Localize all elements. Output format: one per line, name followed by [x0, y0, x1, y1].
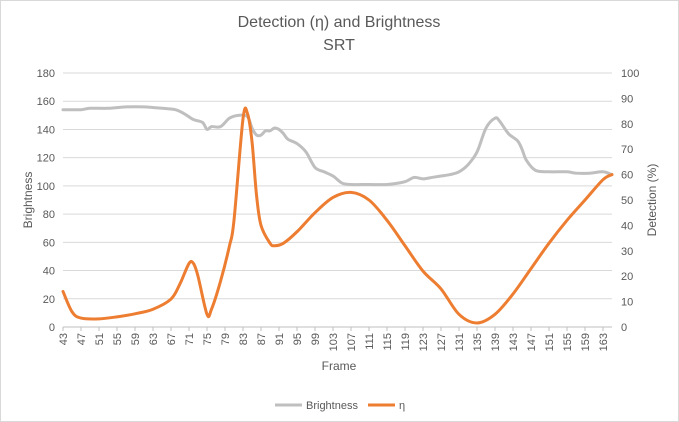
x-tick-label: 87	[256, 333, 268, 345]
y-right-tick-label: 90	[621, 93, 633, 105]
x-tick-label: 163	[598, 333, 610, 351]
legend-label-eta: η	[399, 400, 405, 412]
x-tick-label: 127	[436, 333, 448, 351]
x-tick-label: 75	[202, 333, 214, 345]
y-right-tick-label: 70	[621, 144, 633, 156]
y-left-tick-label: 100	[37, 181, 55, 193]
y-left-axis-title: Brightness	[21, 172, 35, 229]
y-right-tick-label: 100	[621, 68, 639, 80]
y-right-axis-title: Detection (%)	[645, 164, 659, 237]
y-right-tick-label: 10	[621, 297, 633, 309]
y-left-tick-label: 180	[37, 68, 55, 80]
y-right-tick-label: 30	[621, 246, 633, 258]
x-tick-label: 115	[382, 333, 394, 351]
x-tick-label: 79	[220, 333, 232, 345]
chart-subtitle: SRT	[323, 37, 355, 54]
x-tick-label: 99	[310, 333, 322, 345]
x-tick-label: 95	[292, 333, 304, 345]
x-tick-label: 107	[346, 333, 358, 351]
y-left-tick-label: 60	[43, 237, 55, 249]
y-left-tick-label: 160	[37, 96, 55, 108]
x-tick-label: 91	[274, 333, 286, 345]
x-tick-label: 119	[400, 333, 412, 351]
y-right-tick-label: 50	[621, 195, 633, 207]
x-tick-label: 55	[112, 333, 124, 345]
y-left-tick-labels: 0 20 40 60 80 100 120 140 160 180	[37, 68, 55, 334]
legend: Brightness η	[275, 400, 405, 412]
x-tick-label: 111	[364, 333, 376, 350]
x-tick-label: 47	[76, 333, 88, 345]
y-right-tick-label: 20	[621, 271, 633, 283]
x-tick-label: 155	[562, 333, 574, 351]
x-tick-label: 139	[490, 333, 502, 351]
x-tick-label: 151	[544, 333, 556, 351]
y-left-tick-label: 0	[49, 322, 55, 334]
x-tick-label: 143	[508, 333, 520, 351]
y-right-tick-label: 60	[621, 170, 633, 182]
x-tick-label: 43	[58, 333, 70, 345]
gridlines	[63, 72, 612, 300]
legend-label-brightness: Brightness	[306, 400, 358, 412]
y-left-tick-label: 140	[37, 124, 55, 136]
x-tick-label: 59	[130, 333, 142, 345]
y-left-tick-label: 40	[43, 266, 55, 278]
x-tick-label: 51	[94, 333, 106, 345]
x-tick-label: 147	[526, 333, 538, 351]
x-tick-label: 131	[454, 333, 466, 351]
x-tick-label: 123	[418, 333, 430, 351]
x-tick-label: 63	[148, 333, 160, 345]
y-right-tick-labels: 0 10 20 30 40 50 60 70 80 90 100	[621, 68, 639, 334]
x-tick-label: 135	[472, 333, 484, 351]
y-left-tick-label: 80	[43, 209, 55, 221]
x-tick-label: 83	[238, 333, 250, 345]
y-right-tick-label: 40	[621, 220, 633, 232]
x-axis-title: Frame	[322, 359, 357, 373]
series-layer	[61, 105, 614, 325]
x-tick-label: 67	[166, 333, 178, 345]
x-tick-label: 159	[580, 333, 592, 351]
y-right-tick-label: 0	[621, 322, 627, 334]
y-left-tick-label: 120	[37, 153, 55, 165]
y-right-tick-label: 80	[621, 119, 633, 131]
x-tick-label: 71	[184, 333, 196, 345]
y-left-tick-label: 20	[43, 294, 55, 306]
series-line-brightness	[61, 105, 614, 187]
series-line-eta	[61, 106, 614, 325]
x-tick-label: 103	[328, 333, 340, 351]
x-tick-labels: 43 47 51 55 59 63 67 71 75 79 83 87 91 95 99 103 107 111 1…	[58, 327, 610, 351]
chart-title: Detection (η) and Brightness	[238, 14, 441, 31]
